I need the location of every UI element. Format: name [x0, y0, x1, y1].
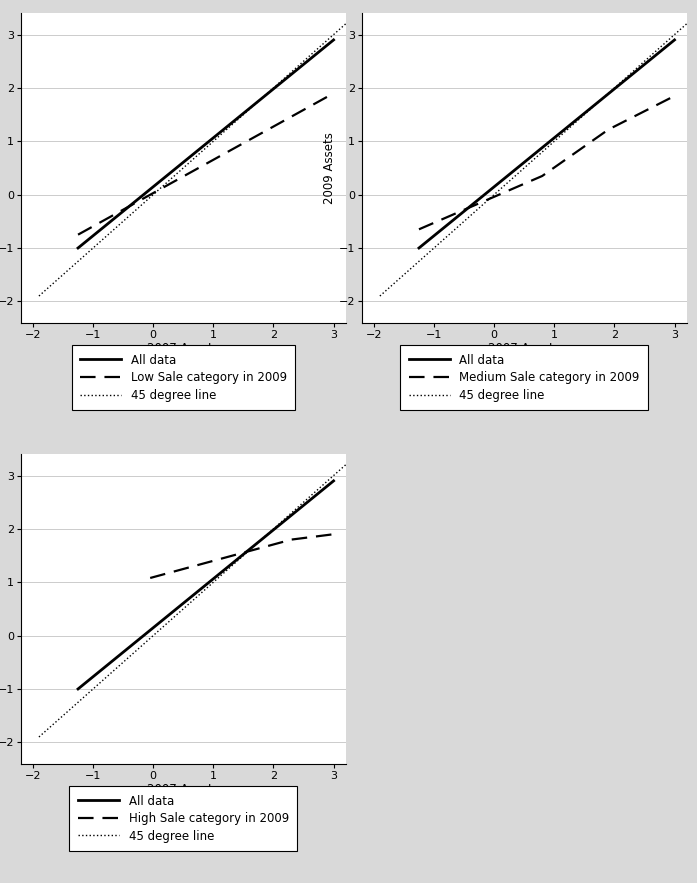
- Legend: All data, Medium Sale category in 2009, 45 degree line: All data, Medium Sale category in 2009, …: [400, 345, 648, 411]
- X-axis label: 2007 Assets: 2007 Assets: [147, 783, 219, 796]
- Legend: All data, Low Sale category in 2009, 45 degree line: All data, Low Sale category in 2009, 45 …: [72, 345, 295, 411]
- X-axis label: 2007 Assets: 2007 Assets: [147, 343, 219, 356]
- Legend: All data, High Sale category in 2009, 45 degree line: All data, High Sale category in 2009, 45…: [70, 787, 297, 851]
- Y-axis label: 2009 Assets: 2009 Assets: [323, 132, 336, 204]
- X-axis label: 2007 Assets: 2007 Assets: [489, 343, 560, 356]
